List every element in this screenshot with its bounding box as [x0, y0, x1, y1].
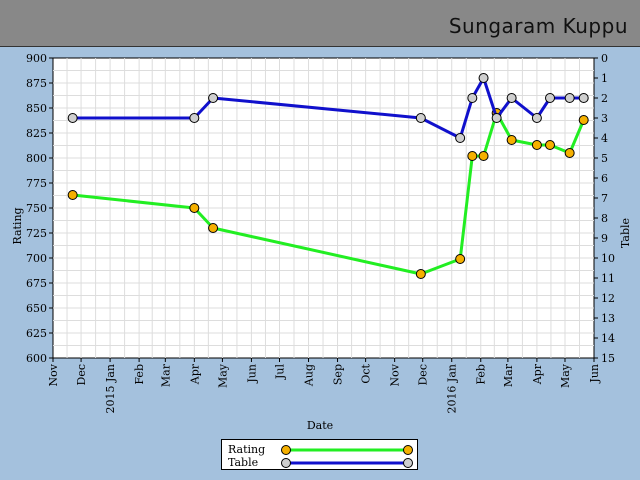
x-tick-label: Apr — [531, 363, 544, 385]
y2-tick-label: 1 — [601, 72, 608, 85]
data-point-table — [506, 93, 517, 103]
x-tick-label: Feb — [133, 364, 146, 385]
x-tick-label: 2016 Jan — [446, 364, 459, 414]
x-tick-label: Nov — [47, 363, 60, 386]
y-tick-label: 800 — [26, 152, 47, 165]
y-tick-label: 825 — [26, 127, 47, 140]
x-tick-label: 2015 Jan — [104, 364, 117, 414]
x-tick-label: Mar — [502, 363, 515, 387]
x-tick-label: Aug — [303, 364, 316, 387]
data-point-table — [578, 93, 589, 103]
data-point-rating — [467, 151, 478, 161]
y2-tick-label: 2 — [601, 92, 608, 105]
x-tick-label: May — [559, 363, 572, 388]
data-point-rating — [545, 140, 556, 150]
data-point-rating — [455, 254, 466, 264]
y2-tick-label: 14 — [601, 332, 615, 345]
data-point-rating — [208, 223, 219, 233]
data-point-table — [415, 113, 426, 123]
x-tick-label: May — [216, 363, 229, 388]
y2-tick-label: 8 — [601, 212, 608, 225]
x-tick-label: Feb — [475, 364, 488, 385]
y-tick-label: 600 — [26, 352, 47, 365]
data-point-rating — [415, 269, 426, 279]
y-tick-label: 900 — [26, 52, 47, 65]
x-tick-label: Jun — [245, 364, 258, 384]
data-point-table — [478, 73, 489, 83]
y2-tick-label: 7 — [601, 192, 608, 205]
data-point-table — [491, 113, 502, 123]
x-tick-label: Nov — [389, 363, 402, 386]
player-name-title: Sungaram Kuppu — [448, 14, 628, 38]
data-point-rating — [578, 115, 589, 125]
x-tick-label: Jun — [588, 364, 601, 384]
y2-tick-label: 13 — [601, 312, 615, 325]
data-point-rating — [189, 203, 200, 213]
data-point-table — [564, 93, 575, 103]
y-tick-label: 725 — [26, 227, 47, 240]
legend-marker-table-start — [281, 458, 291, 468]
x-tick-label: Dec — [417, 364, 430, 386]
x-tick-label: Jul — [274, 364, 287, 380]
x-tick-label: Dec — [75, 364, 88, 386]
data-point-table — [189, 113, 200, 123]
series — [67, 73, 589, 279]
x-axis-label: Date — [307, 419, 333, 432]
y-tick-label: 850 — [26, 102, 47, 115]
x-tick-label: Oct — [360, 363, 373, 383]
x-tick-label: Apr — [188, 363, 201, 385]
legend-label-rating: Rating — [228, 443, 266, 456]
y-tick-label: 875 — [26, 77, 47, 90]
data-point-rating — [506, 135, 517, 145]
grid — [53, 58, 594, 358]
data-point-table — [545, 93, 556, 103]
data-point-table — [531, 113, 542, 123]
y2-tick-label: 5 — [601, 152, 608, 165]
data-point-table — [208, 93, 219, 103]
legend-swatch-table — [281, 458, 413, 468]
y-axis-label: Rating — [11, 207, 24, 244]
y-tick-label: 750 — [26, 202, 47, 215]
y-tick-label: 650 — [26, 302, 47, 315]
legend-swatch-rating — [281, 445, 413, 455]
data-point-table — [67, 113, 78, 123]
y2-tick-label: 9 — [601, 232, 608, 245]
legend-marker-table-end — [403, 458, 413, 468]
data-point-table — [467, 93, 478, 103]
y2-tick-label: 15 — [601, 352, 615, 365]
y-tick-label: 700 — [26, 252, 47, 265]
data-point-rating — [67, 190, 78, 200]
data-point-rating — [564, 148, 575, 158]
x-tick-label: Mar — [159, 363, 172, 387]
y2-tick-label: 4 — [601, 132, 608, 145]
y2-tick-label: 12 — [601, 292, 615, 305]
y2-tick-label: 3 — [601, 112, 608, 125]
legend: Rating Table — [221, 439, 418, 470]
y2-tick-label: 0 — [601, 52, 608, 65]
y-tick-label: 625 — [26, 327, 47, 340]
data-point-rating — [478, 151, 489, 161]
legend-marker-rating-end — [403, 445, 413, 455]
y-tick-label: 775 — [26, 177, 47, 190]
y-tick-label: 675 — [26, 277, 47, 290]
y2-tick-label: 10 — [601, 252, 615, 265]
header-bar: Sungaram Kuppu — [0, 0, 640, 47]
data-point-rating — [531, 140, 542, 150]
x-tick-label: Sep — [332, 364, 345, 385]
y2-tick-label: 6 — [601, 172, 608, 185]
legend-marker-rating-start — [281, 445, 291, 455]
legend-label-table: Table — [228, 456, 259, 469]
y2-tick-label: 11 — [601, 272, 615, 285]
y2-axis-label: Table — [619, 218, 632, 248]
data-point-table — [455, 133, 466, 143]
